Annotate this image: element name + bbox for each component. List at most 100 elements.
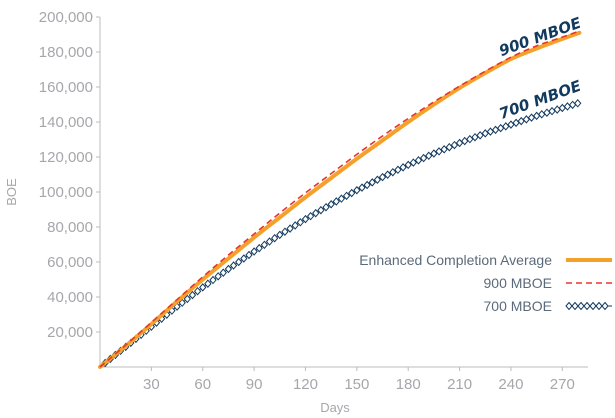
data-point xyxy=(394,165,402,175)
data-point xyxy=(553,105,561,114)
y-tick-label: 140,000 xyxy=(39,114,93,131)
y-tick-label: 200,000 xyxy=(39,9,93,26)
data-point xyxy=(265,237,274,246)
x-tick-label: 150 xyxy=(344,376,369,393)
legend-marker xyxy=(589,301,597,311)
data-point xyxy=(281,227,289,236)
data-point xyxy=(461,136,469,146)
data-point xyxy=(342,191,351,201)
data-point xyxy=(378,172,387,182)
legend-marker xyxy=(595,301,603,311)
legend: Enhanced Completion Average 900 MBOE 700 M… xyxy=(359,252,612,314)
legend-marker xyxy=(583,301,591,311)
x-tick-label: 120 xyxy=(293,376,318,393)
y-tick-label: 40,000 xyxy=(47,289,93,306)
data-point xyxy=(430,149,438,158)
x-tick-label: 240 xyxy=(498,376,523,393)
data-point xyxy=(183,294,191,304)
data-point xyxy=(317,205,325,215)
x-tick-label: 30 xyxy=(143,376,160,393)
data-point xyxy=(455,138,464,148)
data-point xyxy=(419,153,428,163)
legend-marker xyxy=(577,301,585,311)
data-point xyxy=(348,188,356,198)
legend-marker xyxy=(571,301,579,311)
series-line-900-mboe xyxy=(99,30,580,368)
legend-swatch xyxy=(565,301,612,311)
legend-label: Enhanced Completion Average xyxy=(359,252,552,268)
data-point xyxy=(414,156,423,165)
data-point xyxy=(568,100,577,110)
y-tick-label: 120,000 xyxy=(39,149,93,166)
y-tick-label: 100,000 xyxy=(39,184,93,201)
y-tick-label: 80,000 xyxy=(47,219,93,236)
data-point xyxy=(450,140,459,150)
data-point xyxy=(260,240,269,250)
data-point xyxy=(224,264,233,274)
data-point xyxy=(358,183,366,192)
data-point xyxy=(312,208,320,218)
data-point xyxy=(337,194,346,203)
data-point xyxy=(199,283,207,292)
legend-label: 900 MBOE xyxy=(484,275,552,291)
data-point xyxy=(188,290,197,300)
legend-marker xyxy=(601,301,609,311)
data-point xyxy=(276,230,284,240)
data-point xyxy=(219,268,227,277)
data-point xyxy=(240,254,248,263)
y-axis-title: BOE xyxy=(4,178,19,206)
data-point xyxy=(245,250,253,260)
x-tick-label: 90 xyxy=(246,376,263,393)
data-point xyxy=(543,108,551,117)
data-point xyxy=(409,158,418,167)
data-point xyxy=(250,247,258,256)
data-point xyxy=(373,175,382,185)
data-point xyxy=(178,298,186,308)
data-point xyxy=(368,178,376,187)
data-point xyxy=(270,233,279,243)
data-point xyxy=(476,131,484,140)
y-tick-label: 20,000 xyxy=(47,324,93,341)
data-point xyxy=(389,167,397,177)
data-point xyxy=(363,180,371,190)
data-point xyxy=(229,261,238,270)
data-point xyxy=(296,218,304,227)
data-point xyxy=(286,224,294,233)
x-tick-label: 60 xyxy=(194,376,211,393)
x-axis-title: Days xyxy=(320,400,350,415)
data-point xyxy=(445,142,453,152)
legend-marker xyxy=(565,301,573,311)
tick-labels: 20,000 40,000 60,000 80,000 100,000 120,000 14… xyxy=(39,9,575,393)
series-line-enhanced-completion-average xyxy=(98,30,582,369)
x-tick-label: 270 xyxy=(550,376,575,393)
data-point xyxy=(353,185,361,195)
data-point xyxy=(332,197,340,206)
y-tick-label: 160,000 xyxy=(39,79,93,96)
data-point xyxy=(538,110,546,119)
y-tick-label: 180,000 xyxy=(39,44,93,61)
data-point xyxy=(193,286,202,296)
data-point xyxy=(558,103,566,113)
series-line-700-mboe xyxy=(99,102,580,368)
axes xyxy=(96,16,588,371)
series-lines xyxy=(98,30,582,369)
data-point xyxy=(548,106,556,116)
data-point xyxy=(574,99,582,108)
data-point xyxy=(301,214,310,224)
data-point xyxy=(322,202,330,212)
x-tick-label: 180 xyxy=(396,376,421,393)
data-point xyxy=(471,132,479,142)
data-point xyxy=(404,160,412,170)
data-point xyxy=(440,145,448,154)
legend-label: 700 MBOE xyxy=(484,298,552,314)
data-point xyxy=(327,199,335,209)
data-point xyxy=(435,147,443,156)
data-point xyxy=(466,134,474,144)
data-point xyxy=(214,272,222,281)
series-markers-700-mboe xyxy=(101,99,582,368)
data-point xyxy=(235,257,243,267)
data-point xyxy=(563,102,572,111)
data-point xyxy=(306,211,315,221)
data-point xyxy=(399,163,407,172)
data-point xyxy=(425,151,433,161)
